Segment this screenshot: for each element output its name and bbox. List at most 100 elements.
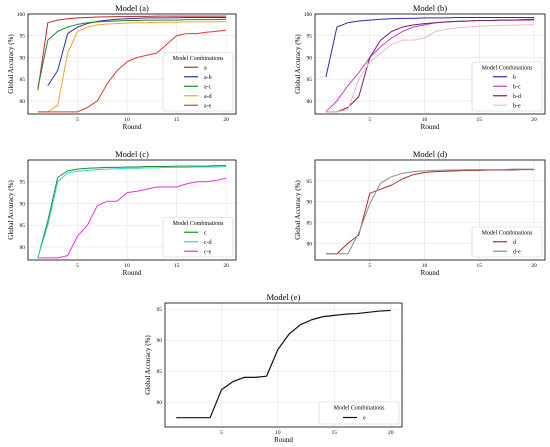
chart-3-x-tick-label: 10 (422, 263, 428, 269)
chart-0-y-tick-label: 85 (20, 77, 26, 83)
chart-2-series-line-c-d (37, 166, 227, 258)
chart-1-legend-label-b: b (513, 75, 516, 81)
chart-0-legend: Model Combinations a a-b a-c a-d a-e (162, 52, 234, 112)
chart-1-y-tick-label: 85 (307, 77, 313, 83)
chart-0-y-axis-label: Global Accuracy (%) (7, 34, 15, 94)
chart-2-legend-label-c-e: c-e (204, 249, 212, 255)
chart-1-y-tick-label: 100 (304, 12, 313, 18)
chart-3-panel: 5 10 15 20 80 85 90 95 Model (d) Round Global Accu… (294, 149, 546, 277)
chart-4-x-axis-label: Round (274, 436, 293, 444)
chart-0-legend-label-a-b: a-b (204, 75, 212, 81)
chart-4-x-tick-label: 5 (220, 430, 223, 436)
chart-4-panel: 5 10 15 20 80 85 90 95 Model (e) Round Global Accu… (144, 292, 403, 444)
chart-0-title: Model (a) (115, 3, 149, 13)
chart-2-y-tick-label: 95 (20, 180, 26, 186)
chart-0-y-tick-label: 100 (17, 12, 26, 18)
chart-2-legend: Model Combinations c c-d c-e (162, 217, 234, 258)
chart-4-plot-frame (164, 302, 403, 428)
chart-0-legend-label-a-c: a-c (204, 84, 212, 90)
chart-1-title: Model (b) (413, 3, 447, 13)
chart-2-y-tick-label: 85 (20, 223, 26, 229)
chart-1-legend-label-b-e: b-e (513, 103, 521, 109)
chart-2-legend-label-c: c (204, 230, 207, 236)
chart-2-x-tick-label: 10 (124, 263, 130, 269)
chart-3-x-tick-label: 20 (531, 263, 537, 269)
chart-4-y-tick-label: 80 (157, 400, 163, 406)
chart-0-x-tick-label: 20 (223, 117, 229, 123)
chart-1-x-tick-label: 20 (531, 117, 537, 123)
chart-1-legend-title: Model Combinations (482, 66, 533, 72)
chart-2-y-tick-label: 90 (20, 201, 26, 207)
chart-4-x-tick-label: 20 (388, 430, 394, 436)
chart-2-legend-title: Model Combinations (173, 221, 224, 227)
chart-4-legend: Model Combinations e (318, 401, 400, 425)
chart-4-legend-label-e: e (363, 416, 366, 422)
chart-2-title: Model (c) (115, 149, 149, 159)
chart-1-legend: Model Combinations b b-c b-d b-e (471, 61, 543, 112)
chart-0-legend-box (162, 52, 234, 112)
chart-2-legend-label-c-d: c-d (204, 240, 212, 246)
chart-1-series-line-b-e (325, 24, 535, 113)
chart-0-y-tick-label: 80 (20, 99, 26, 105)
chart-4-y-tick-label: 85 (157, 369, 163, 375)
chart-1-x-tick-label: 10 (422, 117, 428, 123)
chart-1-y-axis-label: Global Accuracy (%) (294, 34, 302, 94)
chart-1-plot-frame (314, 13, 546, 115)
chart-4-legend-title: Model Combinations (334, 406, 385, 412)
chart-2-plot-frame (27, 159, 237, 261)
chart-0-series-line-a-b (47, 16, 227, 87)
chart-0-plot-frame (27, 13, 237, 115)
chart-1-legend-label-b-c: b-c (513, 84, 521, 90)
chart-0-panel: 5 10 15 20 80 85 90 95 100 Model (a) Round Global A… (7, 3, 237, 131)
chart-0-series-line-a-d (37, 20, 227, 113)
chart-1-series-line-b (325, 16, 535, 78)
chart-4-y-tick-label: 95 (157, 307, 163, 313)
chart-0-legend-title: Model Combinations (173, 56, 224, 62)
chart-2-legend-box (162, 217, 234, 258)
chart-3-y-axis-label: Global Accuracy (%) (294, 180, 302, 240)
chart-1-panel: 5 10 15 20 80 85 90 95 100 Model (b) Round Global A… (294, 3, 546, 131)
chart-2-x-tick-label: 5 (76, 263, 79, 269)
chart-2-series-line-c-e (37, 177, 227, 259)
chart-0-legend-label-a: a (204, 65, 207, 71)
chart-0-series-line-a (37, 15, 227, 91)
chart-0-y-tick-label: 90 (20, 55, 26, 61)
chart-2-x-tick-label: 15 (174, 263, 180, 269)
chart-2-y-tick-label: 80 (20, 245, 26, 251)
chart-4-y-tick-label: 90 (157, 338, 163, 344)
chart-1-series-line-b-d (325, 18, 535, 113)
chart-1-legend-label-b-d: b-d (513, 94, 521, 100)
chart-0-x-tick-label: 5 (76, 117, 79, 123)
chart-3-legend: Model Combinations d d-e (471, 226, 543, 258)
chart-3-y-tick-label: 90 (307, 200, 313, 206)
chart-0-x-axis-label: Round (123, 123, 142, 131)
chart-0-x-tick-label: 10 (124, 117, 130, 123)
chart-3-y-tick-label: 95 (307, 179, 313, 185)
chart-0-y-tick-label: 95 (20, 34, 26, 40)
chart-2-panel: 5 10 15 20 80 85 90 95 Model (c) Round Global Accu… (7, 149, 237, 277)
chart-1-x-tick-label: 15 (477, 117, 483, 123)
chart-0-series-line-a-e (37, 29, 227, 113)
chart-3-x-tick-label: 15 (477, 263, 483, 269)
chart-3-legend-title: Model Combinations (482, 231, 533, 237)
chart-4-title: Model (e) (267, 292, 301, 302)
chart-3-x-axis-label: Round (421, 269, 440, 277)
chart-3-x-tick-label: 5 (368, 263, 371, 269)
chart-3-title: Model (d) (413, 149, 447, 159)
chart-3-legend-label-d-e: d-e (513, 249, 521, 255)
chart-3-y-tick-label: 85 (307, 221, 313, 227)
chart-2-y-axis-label: Global Accuracy (%) (7, 180, 15, 240)
chart-4-legend-box (318, 401, 400, 425)
chart-3-plot-frame (314, 159, 546, 261)
chart-4-x-tick-label: 15 (332, 430, 338, 436)
chart-1-y-tick-label: 95 (307, 34, 313, 40)
chart-0-x-tick-label: 15 (174, 117, 180, 123)
chart-1-x-axis-label: Round (421, 123, 440, 131)
chart-2-x-tick-label: 20 (223, 263, 229, 269)
chart-3-y-tick-label: 80 (307, 241, 313, 247)
chart-4-series-line-e (176, 309, 391, 419)
chart-0-legend-label-a-e: a-e (204, 103, 212, 109)
chart-1-x-tick-label: 5 (368, 117, 371, 123)
chart-0-legend-label-a-d: a-d (204, 94, 212, 100)
